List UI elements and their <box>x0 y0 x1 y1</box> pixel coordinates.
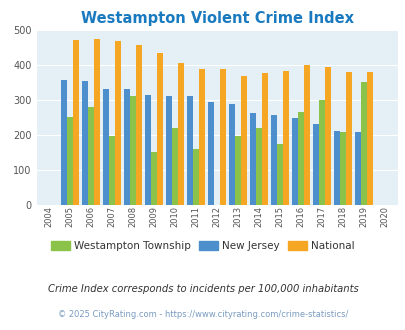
Bar <box>318 100 324 205</box>
Bar <box>109 136 115 205</box>
Title: Westampton Violent Crime Index: Westampton Violent Crime Index <box>81 11 353 26</box>
Text: © 2025 CityRating.com - https://www.cityrating.com/crime-statistics/: © 2025 CityRating.com - https://www.city… <box>58 310 347 319</box>
Bar <box>241 76 246 205</box>
Bar <box>366 72 372 205</box>
Bar <box>262 73 267 205</box>
Bar <box>229 104 235 205</box>
Legend: Westampton Township, New Jersey, National: Westampton Township, New Jersey, Nationa… <box>47 237 358 255</box>
Bar <box>256 128 262 205</box>
Bar <box>73 40 79 205</box>
Bar <box>124 89 130 205</box>
Bar <box>88 107 94 205</box>
Bar <box>250 113 256 205</box>
Bar <box>82 82 88 205</box>
Bar <box>198 69 205 205</box>
Bar <box>151 152 157 205</box>
Bar <box>292 118 298 205</box>
Bar <box>282 71 288 205</box>
Bar <box>339 132 345 205</box>
Bar <box>193 148 198 205</box>
Bar <box>298 112 303 205</box>
Bar <box>277 145 282 205</box>
Bar <box>157 53 162 205</box>
Bar <box>130 96 136 205</box>
Bar <box>354 132 360 205</box>
Bar <box>360 82 366 205</box>
Bar <box>303 65 309 205</box>
Bar <box>313 124 318 205</box>
Bar <box>220 69 226 205</box>
Bar <box>234 136 241 205</box>
Bar <box>115 41 121 205</box>
Bar <box>187 96 193 205</box>
Bar <box>271 115 277 205</box>
Bar <box>103 89 109 205</box>
Bar <box>324 67 330 205</box>
Bar <box>172 128 178 205</box>
Bar <box>208 102 214 205</box>
Bar <box>166 96 172 205</box>
Bar <box>145 95 151 205</box>
Bar <box>334 131 339 205</box>
Text: Crime Index corresponds to incidents per 100,000 inhabitants: Crime Index corresponds to incidents per… <box>47 284 358 294</box>
Bar <box>94 39 100 205</box>
Bar <box>67 117 73 205</box>
Bar <box>136 46 142 205</box>
Bar <box>61 81 67 205</box>
Bar <box>178 63 183 205</box>
Bar <box>345 72 351 205</box>
